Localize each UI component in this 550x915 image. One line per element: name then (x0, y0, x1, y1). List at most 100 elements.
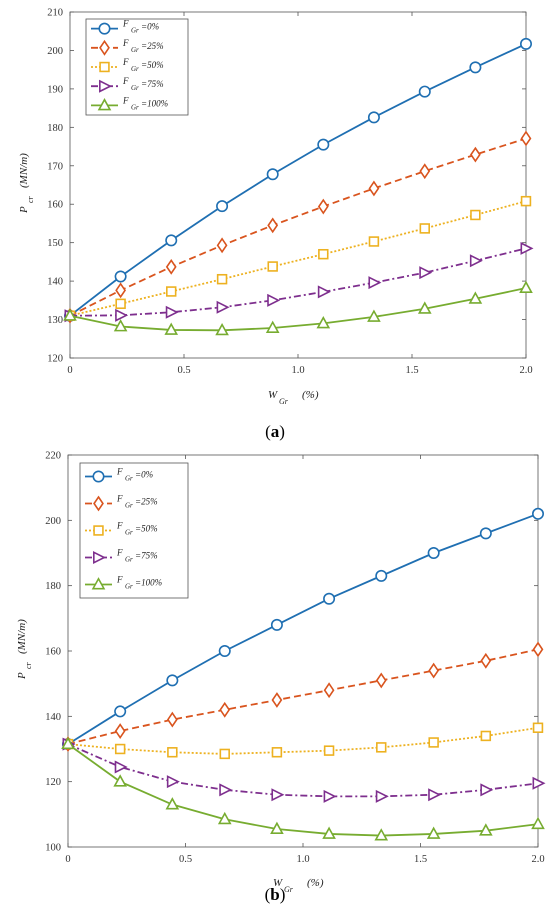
caption-letter: b (270, 885, 279, 904)
legend-item-3: FGr =75% (85, 548, 158, 564)
y-tick-label: 200 (47, 46, 63, 57)
legend-label-main: F (122, 19, 129, 29)
series-line (67, 726, 539, 755)
series-line (69, 200, 527, 317)
series-line (67, 743, 539, 798)
data-point-marker (317, 198, 329, 215)
data-point-marker (266, 168, 279, 181)
legend-marker (93, 525, 104, 536)
legend-item-2: FGr =50% (85, 521, 158, 537)
caption-close: ) (279, 422, 285, 441)
legend-marker (97, 98, 112, 111)
y-axis-label-main: P (16, 672, 28, 680)
data-point-marker (219, 748, 230, 760)
legend-label-sub: Gr (131, 46, 139, 54)
data-point-marker (166, 674, 179, 687)
y-axis-label-main: P (18, 206, 30, 214)
x-tick-label: 2.0 (531, 854, 544, 865)
data-point-marker (479, 527, 492, 540)
data-point-marker (480, 783, 494, 797)
data-point-marker (216, 273, 228, 285)
caption-open: ( (265, 422, 271, 441)
legend-label-value: =75% (135, 551, 158, 561)
x-axis-label-unit: (%) (307, 877, 324, 889)
chart-panel-a: 120 130 140 150 160 170 180 190 200 210 0 0.5 1.0 1.5… (18, 8, 534, 441)
x-axis-label-sub: Gr (284, 885, 294, 894)
legend-item-0: FGr =0% (91, 19, 159, 35)
legend-label-main: F (116, 575, 123, 585)
data-point-marker (376, 742, 387, 753)
y-tick-label: 170 (47, 161, 63, 172)
caption-letter: a (271, 422, 280, 441)
data-point-marker (375, 569, 388, 582)
series-line (67, 743, 539, 837)
data-point-marker (532, 641, 544, 658)
data-point-marker (480, 730, 492, 742)
series-line (69, 43, 527, 317)
legend-label-value: =25% (141, 41, 164, 51)
data-point-marker (468, 291, 483, 304)
x-axis-label-main: W (273, 877, 283, 889)
data-point-marker (479, 823, 493, 836)
legend-marker (98, 22, 111, 35)
data-point-marker (113, 319, 128, 332)
series-2 (62, 722, 544, 760)
data-point-marker (322, 826, 336, 839)
x-tick-label: 0.5 (177, 365, 190, 376)
legend-label-sub: Gr (125, 583, 133, 591)
y-tick-label: 210 (47, 8, 63, 19)
legend-item-1: FGr =25% (91, 38, 164, 56)
legend-label-sub: Gr (125, 502, 133, 510)
data-point-marker (368, 236, 380, 247)
data-point-marker (469, 146, 481, 163)
legend-label-value: =75% (141, 79, 164, 89)
data-point-marker (215, 322, 229, 336)
y-axis-label-sub: cr (26, 195, 35, 203)
data-point-marker (165, 258, 177, 275)
data-point-marker (532, 776, 546, 790)
y-axis-label-unit: (MN/m) (18, 153, 30, 188)
caption-open: ( (265, 885, 271, 904)
data-point-marker (166, 775, 180, 789)
data-point-marker (219, 701, 231, 718)
data-point-marker (375, 672, 387, 689)
data-point-marker (520, 195, 532, 207)
x-tick-label: 1.0 (291, 365, 304, 376)
data-point-marker (469, 61, 482, 74)
legend-label-value: =100% (141, 98, 168, 108)
series-line (67, 512, 539, 745)
data-point-marker (265, 320, 280, 333)
legend-marker (99, 39, 110, 56)
data-point-marker (426, 826, 441, 839)
data-point-marker (480, 652, 492, 669)
series-line (69, 247, 527, 317)
data-point-marker (267, 293, 281, 307)
data-point-marker (113, 774, 127, 787)
data-point-marker (419, 266, 433, 280)
legend-marker (92, 470, 105, 483)
data-point-marker (114, 743, 126, 755)
y-tick-label: 200 (45, 516, 61, 527)
series-line (69, 287, 527, 332)
legend-label-sub: Gr (131, 103, 139, 111)
series-line (69, 137, 527, 317)
data-point-marker (219, 783, 233, 797)
x-axis-label-sub: Gr (279, 397, 289, 406)
data-point-marker (374, 828, 389, 841)
data-point-marker (519, 280, 533, 293)
legend-item-4: FGr =100% (85, 575, 162, 591)
series-3 (62, 737, 546, 803)
data-point-marker (375, 789, 389, 803)
legend-label-main: F (116, 494, 123, 504)
data-point-marker (115, 308, 129, 322)
data-point-marker (323, 745, 335, 756)
legend-item-1: FGr =25% (85, 494, 158, 512)
y-tick-label: 140 (45, 712, 61, 723)
legend-label-value: =25% (135, 497, 158, 507)
data-point-marker (428, 662, 440, 679)
data-point-marker (61, 736, 75, 750)
legend-item-0: FGr =0% (85, 467, 153, 483)
y-tick-label: 180 (45, 581, 61, 592)
